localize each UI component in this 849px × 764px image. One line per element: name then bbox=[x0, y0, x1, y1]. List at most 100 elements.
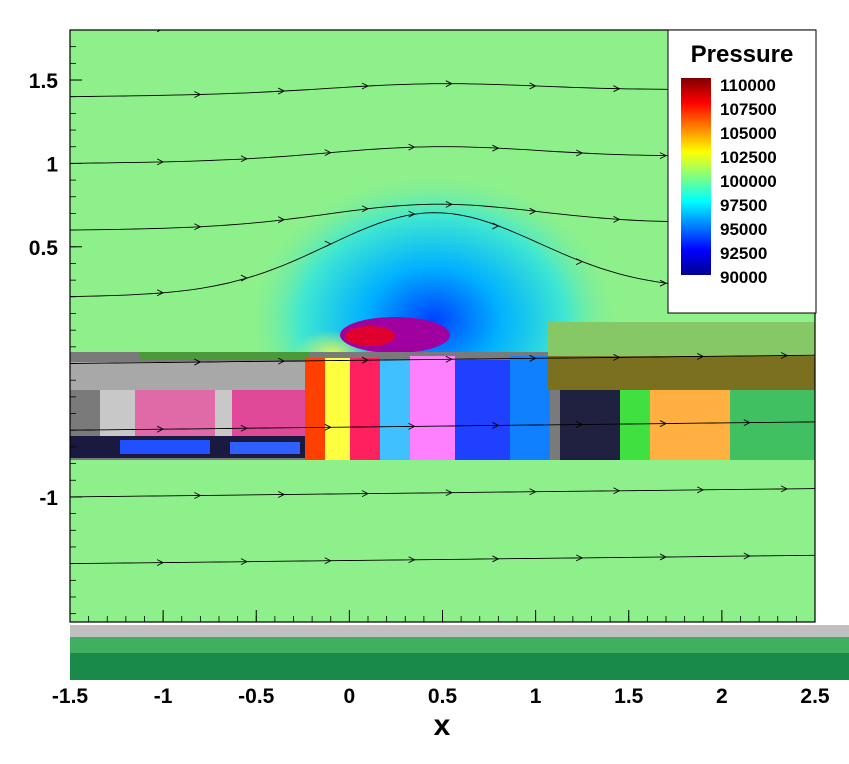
streamline-arrow bbox=[361, 82, 370, 90]
legend-labels: 110000 107500 105000 102500 100000 97500 95000… bbox=[720, 76, 777, 287]
streamline-arrow bbox=[156, 289, 165, 297]
legend-level-label: 105000 bbox=[720, 124, 777, 143]
streamline-arrow bbox=[575, 149, 584, 157]
streamline-arrow bbox=[576, 19, 582, 25]
x-tick-label: 1 bbox=[530, 685, 542, 708]
streamline-arrow bbox=[361, 356, 370, 364]
streamline-arrow bbox=[780, 485, 789, 493]
y-tick-label: -1 bbox=[39, 487, 58, 510]
streamline-arrow bbox=[529, 82, 537, 90]
suction-peak-core bbox=[345, 326, 395, 346]
streamline-arrow bbox=[194, 223, 202, 231]
legend-title: Pressure bbox=[691, 41, 794, 68]
streamline bbox=[70, 554, 815, 565]
legend-level-label: 100000 bbox=[720, 172, 777, 191]
streamline-arrow bbox=[744, 19, 750, 25]
y-tick-label: 0.5 bbox=[29, 237, 59, 260]
streamline-arrow bbox=[743, 419, 751, 427]
streamline-arrow bbox=[361, 205, 370, 213]
streamline-arrow bbox=[194, 492, 202, 499]
streamline-arrow bbox=[194, 91, 202, 98]
streamline-arrow bbox=[324, 240, 332, 248]
streamline-arrow bbox=[194, 358, 202, 366]
streamline-arrow bbox=[492, 555, 500, 563]
x-tick-label: 0 bbox=[344, 685, 356, 708]
streamline-arrow bbox=[408, 556, 416, 564]
x-tick-label: 0.5 bbox=[428, 685, 458, 708]
streamline-arrow bbox=[277, 357, 286, 365]
streamline-arrow bbox=[445, 489, 453, 497]
streamline-arrow bbox=[659, 420, 668, 427]
x-tick-label: 1.5 bbox=[614, 685, 644, 708]
streamline-arrow bbox=[659, 553, 668, 561]
streamline-arrow bbox=[408, 143, 416, 151]
legend-level-label: 97500 bbox=[720, 196, 767, 215]
streamline-arrow bbox=[492, 422, 500, 429]
streamline-arrow bbox=[445, 80, 453, 88]
streamline-arrow bbox=[492, 144, 500, 152]
y-tick-label: 1 bbox=[46, 153, 58, 176]
streamline-arrow bbox=[445, 200, 453, 208]
streamline-arrow bbox=[324, 557, 332, 565]
streamline-arrow bbox=[241, 24, 247, 30]
streamline-arrow bbox=[240, 558, 248, 566]
x-tick-label: -1.5 bbox=[52, 685, 89, 708]
streamline-arrow bbox=[324, 423, 332, 431]
streamline-arrow bbox=[492, 222, 500, 230]
streamline-arrow bbox=[409, 16, 415, 22]
streamline-arrow bbox=[780, 352, 789, 359]
streamline-arrow bbox=[445, 355, 453, 363]
streamline-arrow bbox=[156, 559, 165, 566]
streamline-arrow bbox=[361, 490, 370, 497]
legend-level-label: 92500 bbox=[720, 244, 767, 263]
artifact-band bbox=[70, 322, 815, 460]
streamline-arrow bbox=[659, 152, 668, 160]
streamlines bbox=[70, 16, 815, 566]
bottom-artifact-strip bbox=[10, 605, 849, 680]
streamline-arrow bbox=[613, 353, 621, 361]
streamline-arrow bbox=[529, 354, 537, 362]
streamline-arrow bbox=[743, 552, 751, 560]
y-axis: 1.5 1 0.5 -1 bbox=[29, 29, 82, 615]
streamline bbox=[70, 421, 815, 431]
x-tick-label: 2.5 bbox=[800, 685, 830, 708]
x-axis-title: x bbox=[434, 709, 451, 742]
streamline-arrow bbox=[156, 30, 162, 33]
streamline-arrow bbox=[659, 279, 668, 287]
streamline-arrow bbox=[277, 491, 286, 498]
streamline-arrow bbox=[492, 17, 498, 23]
streamline-arrow bbox=[660, 20, 666, 26]
streamline-arrow bbox=[613, 85, 621, 93]
streamline-arrow bbox=[575, 258, 584, 266]
streamline-arrow bbox=[697, 486, 705, 494]
x-tick-label: -0.5 bbox=[238, 685, 275, 708]
legend: Pressure 110000 107500 105000 102500 100000 9… bbox=[667, 29, 817, 314]
streamline-arrow bbox=[697, 353, 705, 360]
streamline-arrow bbox=[277, 87, 286, 95]
streamline-arrow bbox=[240, 274, 248, 282]
y-tick-label: 1.5 bbox=[29, 70, 59, 93]
legend-level-label: 110000 bbox=[720, 76, 776, 95]
streamline bbox=[70, 488, 815, 498]
streamline-arrow bbox=[408, 422, 416, 430]
streamline-arrow bbox=[324, 149, 332, 157]
streamline-arrow bbox=[277, 216, 286, 224]
streamline-arrow bbox=[575, 421, 584, 428]
streamline-arrow bbox=[408, 210, 416, 218]
streamline-arrow bbox=[529, 488, 537, 496]
streamline bbox=[70, 354, 815, 364]
streamline-arrow bbox=[325, 20, 331, 26]
streamline-arrow bbox=[613, 215, 621, 223]
streamline-arrow bbox=[575, 554, 584, 562]
streamline-arrow bbox=[156, 158, 165, 166]
x-axis: -1.5 -1 -0.5 0 0.5 1 1.5 2 2.5 bbox=[52, 610, 830, 708]
streamline-arrow bbox=[529, 207, 537, 215]
colorbar bbox=[681, 78, 711, 275]
streamline bbox=[70, 30, 103, 31]
streamline-arrow bbox=[156, 425, 165, 433]
legend-level-label: 107500 bbox=[720, 100, 777, 119]
x-tick-label: -1 bbox=[154, 685, 173, 708]
legend-level-label: 95000 bbox=[720, 220, 767, 239]
legend-level-label: 90000 bbox=[720, 268, 767, 287]
